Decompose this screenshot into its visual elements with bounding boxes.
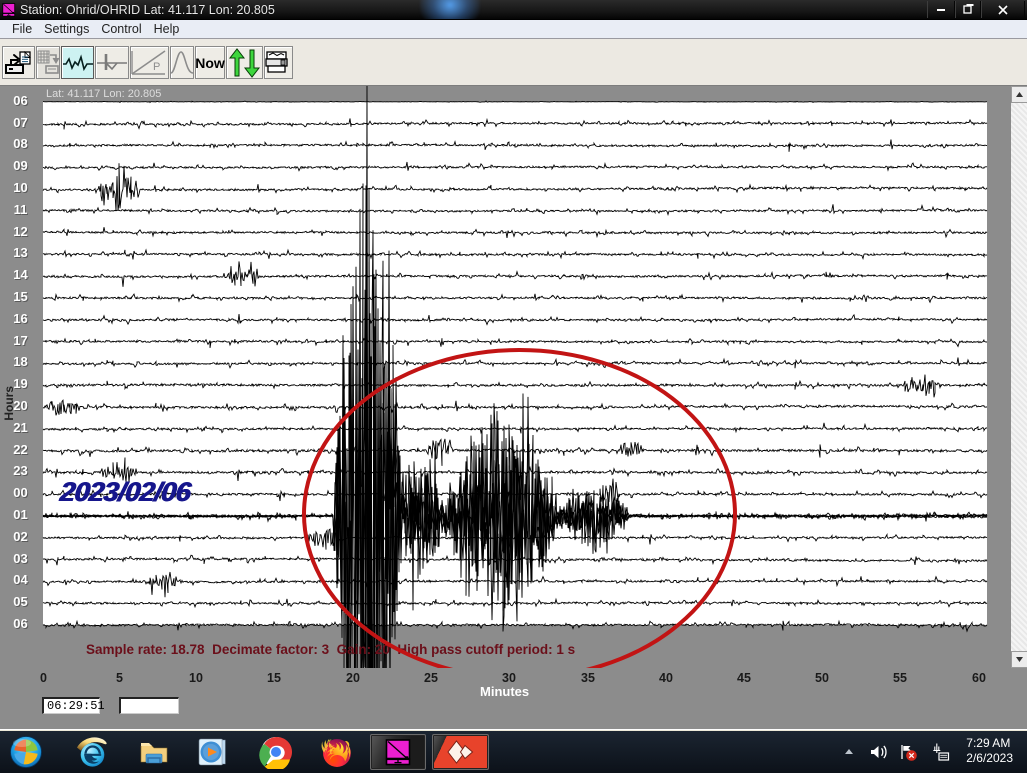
svg-text:P: P [153, 61, 160, 73]
